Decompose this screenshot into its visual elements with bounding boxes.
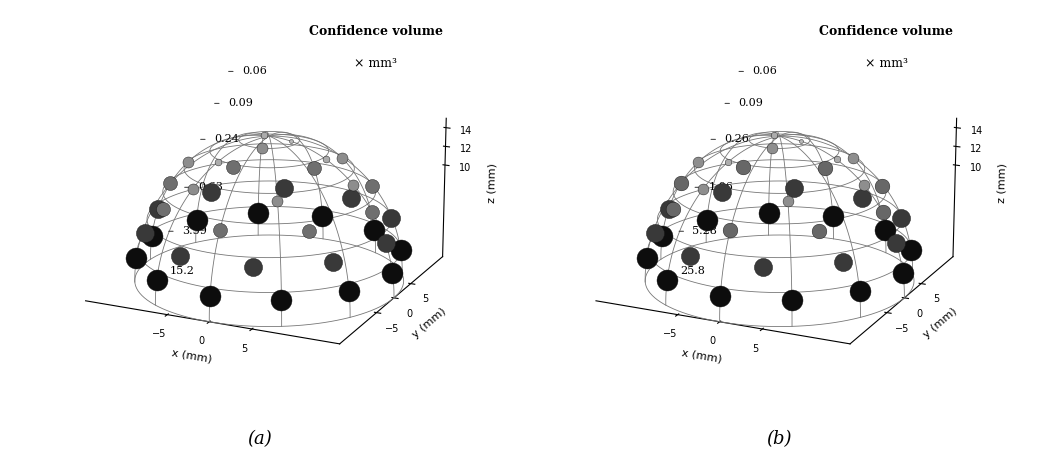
Text: × mm³: × mm³ xyxy=(354,57,398,70)
Text: 0.24: 0.24 xyxy=(214,134,239,144)
X-axis label: x (mm): x (mm) xyxy=(681,347,722,364)
Text: 3.59: 3.59 xyxy=(182,226,207,236)
Text: 0.09: 0.09 xyxy=(227,98,252,108)
Text: Confidence volume: Confidence volume xyxy=(308,26,442,39)
Y-axis label: y (mm): y (mm) xyxy=(411,307,448,340)
Text: 15.2: 15.2 xyxy=(170,266,195,276)
Text: 25.8: 25.8 xyxy=(680,266,705,276)
Text: × mm³: × mm³ xyxy=(865,57,907,70)
Text: 0.63: 0.63 xyxy=(198,182,223,192)
Text: 0.06: 0.06 xyxy=(242,66,267,76)
X-axis label: x (mm): x (mm) xyxy=(170,347,213,364)
Text: 5.28: 5.28 xyxy=(692,226,717,236)
Text: 0.26: 0.26 xyxy=(725,134,749,144)
Text: 1.06: 1.06 xyxy=(708,182,733,192)
Y-axis label: y (mm): y (mm) xyxy=(922,307,959,340)
Text: 0.09: 0.09 xyxy=(738,98,763,108)
Text: (a): (a) xyxy=(247,431,272,449)
Text: Confidence volume: Confidence volume xyxy=(819,26,953,39)
Text: (b): (b) xyxy=(766,431,791,449)
Text: 0.06: 0.06 xyxy=(753,66,777,76)
